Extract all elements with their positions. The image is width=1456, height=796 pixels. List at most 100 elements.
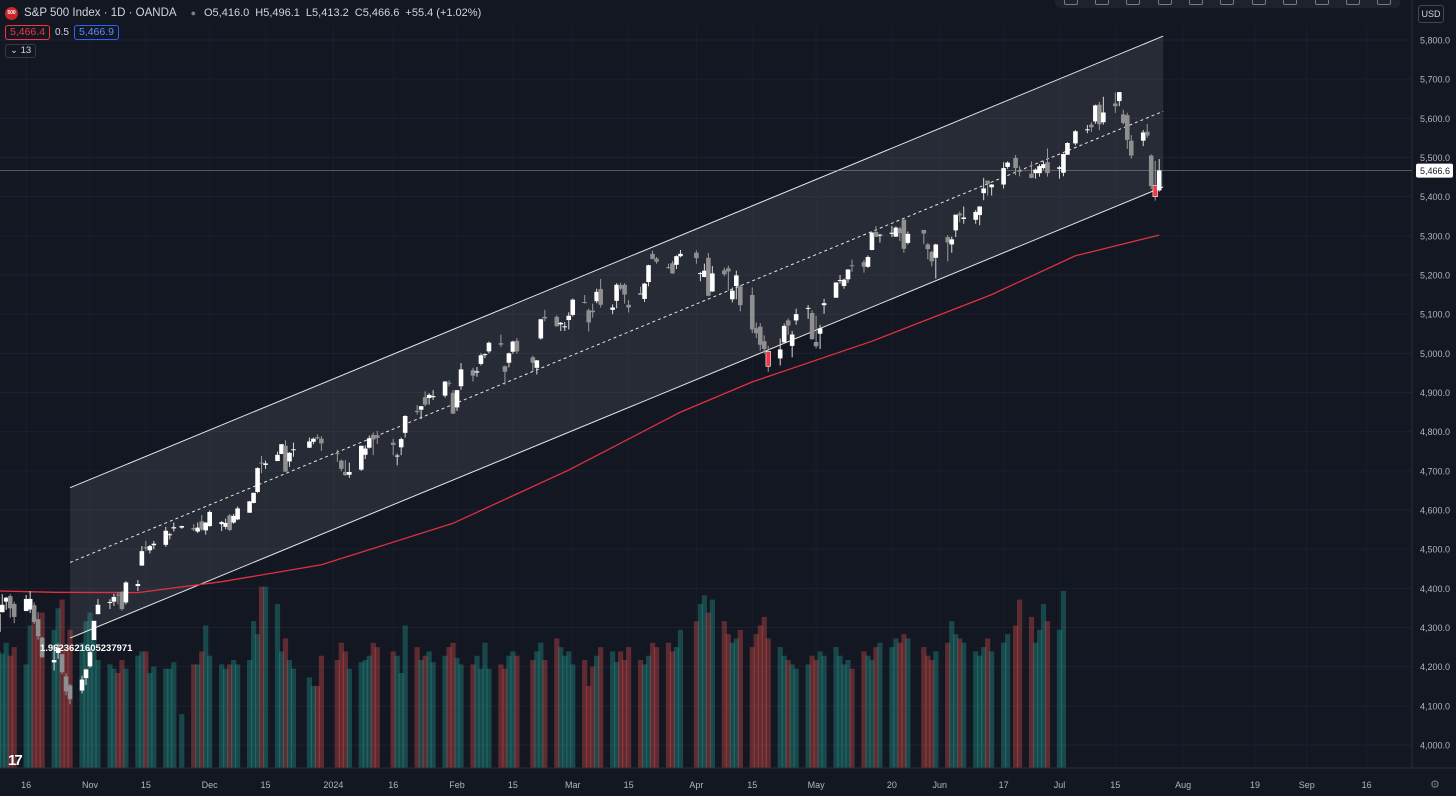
candle[interactable] bbox=[275, 451, 280, 462]
candle[interactable] bbox=[678, 249, 683, 258]
candle[interactable] bbox=[502, 365, 508, 385]
candle[interactable] bbox=[905, 231, 911, 245]
candle[interactable] bbox=[749, 287, 755, 333]
candle[interactable] bbox=[362, 445, 368, 460]
candle[interactable] bbox=[454, 390, 460, 411]
candle[interactable] bbox=[474, 367, 480, 377]
candle[interactable] bbox=[203, 522, 208, 535]
candle[interactable] bbox=[646, 264, 651, 287]
candle[interactable] bbox=[849, 259, 855, 272]
candle[interactable] bbox=[877, 233, 883, 243]
candle[interactable] bbox=[809, 310, 815, 340]
candle[interactable] bbox=[957, 211, 963, 223]
candle[interactable] bbox=[949, 236, 955, 253]
candle[interactable] bbox=[929, 250, 935, 267]
candle[interactable] bbox=[702, 263, 707, 278]
candle[interactable] bbox=[422, 391, 428, 407]
candle[interactable] bbox=[1029, 161, 1034, 179]
tool-icon[interactable] bbox=[1095, 0, 1110, 5]
candle[interactable] bbox=[251, 492, 256, 504]
candle[interactable] bbox=[566, 312, 572, 330]
candle[interactable] bbox=[95, 598, 101, 615]
candle[interactable] bbox=[450, 390, 456, 415]
candle[interactable] bbox=[287, 452, 292, 467]
candle[interactable] bbox=[1120, 109, 1126, 125]
candle[interactable] bbox=[638, 286, 643, 295]
tool-icon[interactable] bbox=[1251, 0, 1266, 5]
candle[interactable] bbox=[534, 359, 540, 375]
market-status-dot-icon[interactable]: ● bbox=[190, 8, 196, 18]
candle[interactable] bbox=[1093, 104, 1098, 124]
candle[interactable] bbox=[1017, 166, 1022, 177]
candle[interactable] bbox=[39, 636, 45, 658]
candle[interactable] bbox=[753, 322, 759, 339]
candle[interactable] bbox=[562, 322, 568, 332]
candle[interactable] bbox=[1101, 96, 1106, 125]
candle[interactable] bbox=[171, 522, 177, 532]
candle[interactable] bbox=[0, 594, 5, 613]
candle[interactable] bbox=[730, 287, 735, 303]
candle[interactable] bbox=[470, 367, 476, 382]
candle[interactable] bbox=[111, 593, 117, 606]
candle[interactable] bbox=[458, 363, 464, 390]
candle[interactable] bbox=[785, 318, 791, 335]
candle[interactable] bbox=[283, 440, 288, 473]
currency-selector[interactable]: USD bbox=[1418, 5, 1444, 23]
channel-mid-line[interactable] bbox=[69, 110, 1164, 563]
candle[interactable] bbox=[1097, 101, 1102, 131]
candle[interactable] bbox=[622, 283, 627, 304]
candle[interactable] bbox=[279, 444, 284, 454]
candle[interactable] bbox=[486, 341, 492, 354]
candle[interactable] bbox=[498, 334, 504, 348]
candle[interactable] bbox=[706, 253, 711, 297]
tool-icon[interactable] bbox=[1189, 0, 1204, 5]
symbol-logo-icon[interactable]: 500 bbox=[5, 6, 18, 20]
candle[interactable] bbox=[3, 596, 9, 610]
candle[interactable] bbox=[781, 323, 787, 343]
candle[interactable] bbox=[478, 353, 484, 366]
candle[interactable] bbox=[1041, 161, 1046, 170]
candle[interactable] bbox=[698, 271, 703, 282]
candle[interactable] bbox=[582, 294, 588, 304]
candle[interactable] bbox=[945, 235, 951, 262]
tool-icon[interactable] bbox=[1126, 0, 1141, 5]
candle[interactable] bbox=[833, 282, 839, 298]
candle[interactable] bbox=[1085, 124, 1090, 134]
tradingview-logo-icon[interactable]: 17 bbox=[8, 752, 23, 769]
candle[interactable] bbox=[358, 445, 364, 471]
candle[interactable] bbox=[27, 591, 33, 614]
candle[interactable] bbox=[291, 442, 296, 457]
candle[interactable] bbox=[845, 269, 851, 283]
candle[interactable] bbox=[722, 267, 727, 277]
candle[interactable] bbox=[446, 380, 452, 387]
candle[interactable] bbox=[1033, 168, 1038, 179]
candle[interactable] bbox=[119, 591, 125, 611]
candle[interactable] bbox=[83, 668, 89, 686]
candle[interactable] bbox=[654, 256, 659, 264]
candle[interactable] bbox=[370, 432, 376, 456]
candle[interactable] bbox=[59, 654, 65, 675]
candle[interactable] bbox=[482, 353, 488, 359]
candle[interactable] bbox=[614, 283, 619, 309]
price-axis[interactable]: 4,000.0 4,100.0 4,200.0 4,300.0 4,400.0 4,500… bbox=[1411, 0, 1456, 796]
candle[interactable] bbox=[841, 278, 847, 289]
drawing-toolbar[interactable] bbox=[1055, 0, 1400, 8]
candle[interactable] bbox=[861, 259, 867, 273]
candle[interactable] bbox=[319, 436, 324, 451]
candle[interactable] bbox=[430, 390, 436, 400]
candle[interactable] bbox=[765, 345, 771, 372]
regression-channel[interactable] bbox=[69, 35, 1164, 639]
candle[interactable] bbox=[925, 242, 931, 260]
candle[interactable] bbox=[710, 265, 715, 292]
candle[interactable] bbox=[195, 522, 201, 534]
candle[interactable] bbox=[179, 525, 185, 529]
candle[interactable] bbox=[67, 683, 73, 705]
candle[interactable] bbox=[231, 513, 236, 524]
tool-icon[interactable] bbox=[1377, 0, 1392, 5]
candle[interactable] bbox=[865, 255, 871, 268]
candle[interactable] bbox=[107, 599, 113, 610]
candle[interactable] bbox=[1037, 164, 1042, 177]
candle[interactable] bbox=[821, 298, 827, 314]
candle[interactable] bbox=[0, 611, 1, 634]
